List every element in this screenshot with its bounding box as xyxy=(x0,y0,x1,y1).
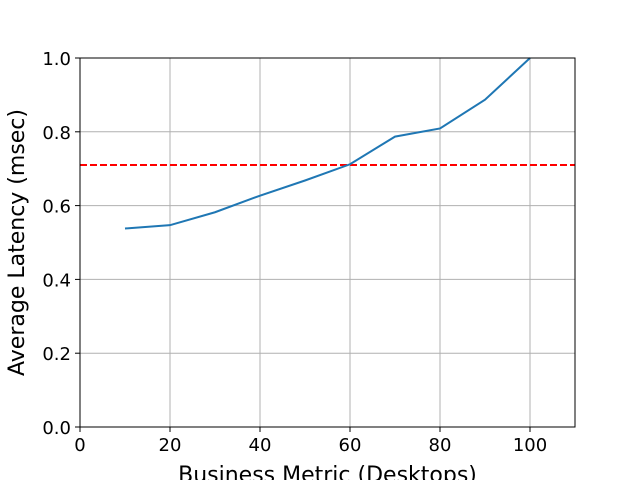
x-tick-label: 80 xyxy=(429,435,452,456)
plot-frame xyxy=(80,58,575,427)
x-axis-label: Business Metric (Desktops) xyxy=(178,463,477,480)
y-tick-label: 0.4 xyxy=(42,270,71,291)
y-tick-label: 0.2 xyxy=(42,344,71,365)
grid xyxy=(80,58,575,427)
x-tick-label: 0 xyxy=(74,435,85,456)
x-tick-label: 60 xyxy=(339,435,362,456)
y-axis-label: Average Latency (msec) xyxy=(5,109,30,376)
series xyxy=(125,58,530,228)
y-tick-label: 0.8 xyxy=(42,123,71,144)
y-tick-label: 0.0 xyxy=(42,418,71,439)
y-ticks: 0.0 0.2 0.4 0.6 0.8 1.0 xyxy=(42,49,80,439)
x-ticks: 0 20 40 60 80 100 xyxy=(74,427,547,456)
x-tick-label: 100 xyxy=(513,435,547,456)
x-tick-label: 40 xyxy=(249,435,272,456)
y-tick-label: 0.6 xyxy=(42,197,71,218)
latency-series-line xyxy=(125,58,530,228)
x-tick-label: 20 xyxy=(159,435,182,456)
y-tick-label: 1.0 xyxy=(42,49,71,70)
